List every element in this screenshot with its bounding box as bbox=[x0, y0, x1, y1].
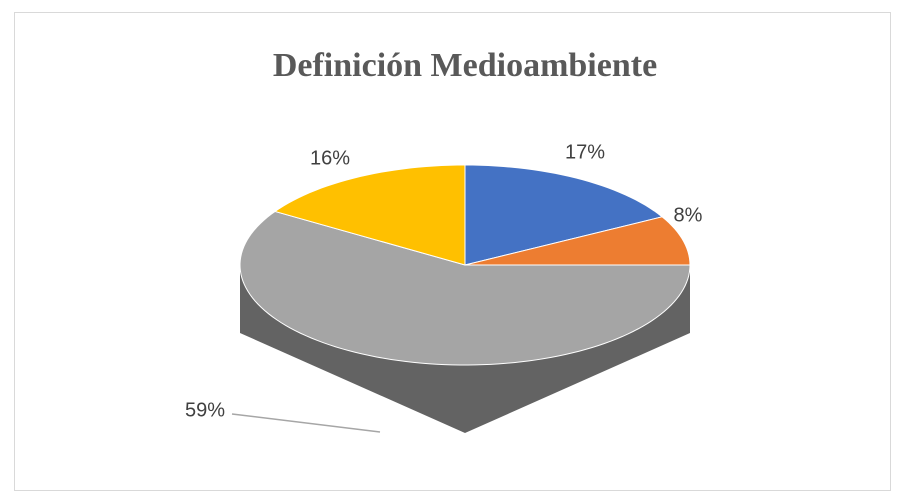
chart-title: Definición Medioambiente bbox=[273, 47, 657, 84]
slice-side bbox=[240, 265, 690, 433]
data-label: 59% bbox=[185, 399, 225, 421]
leader-line bbox=[231, 413, 381, 433]
slice bbox=[464, 164, 664, 266]
data-label: 17% bbox=[565, 141, 605, 163]
slice bbox=[464, 216, 691, 266]
data-label: 8% bbox=[674, 204, 703, 226]
slice bbox=[239, 210, 691, 366]
data-label: 16% bbox=[310, 147, 350, 169]
slice bbox=[273, 164, 466, 266]
